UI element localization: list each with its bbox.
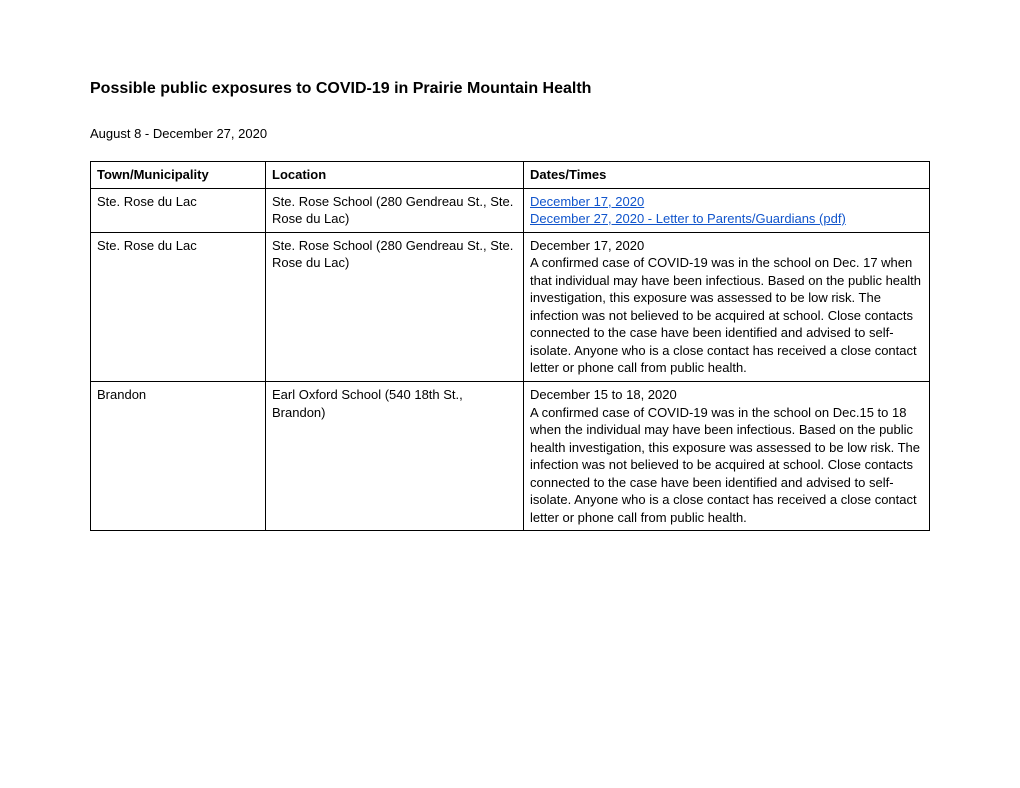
exposures-table: Town/Municipality Location Dates/Times S… (90, 161, 930, 531)
cell-location: Earl Oxford School (540 18th St., Brando… (266, 382, 524, 531)
page-title: Possible public exposures to COVID-19 in… (90, 80, 930, 98)
exposure-date: December 15 to 18, 2020 (530, 386, 923, 404)
header-location: Location (266, 162, 524, 189)
cell-dates: December 17, 2020 A confirmed case of CO… (524, 232, 930, 381)
header-dates: Dates/Times (524, 162, 930, 189)
exposure-description: A confirmed case of COVID-19 was in the … (530, 405, 920, 525)
header-town: Town/Municipality (91, 162, 266, 189)
table-header-row: Town/Municipality Location Dates/Times (91, 162, 930, 189)
exposure-date-link[interactable]: December 17, 2020 (530, 193, 923, 211)
date-range: August 8 - December 27, 2020 (90, 126, 930, 141)
cell-dates: December 15 to 18, 2020 A confirmed case… (524, 382, 930, 531)
exposure-description: A confirmed case of COVID-19 was in the … (530, 255, 921, 375)
cell-town: Ste. Rose du Lac (91, 232, 266, 381)
cell-town: Brandon (91, 382, 266, 531)
cell-dates: December 17, 2020 December 27, 2020 - Le… (524, 188, 930, 232)
cell-town: Ste. Rose du Lac (91, 188, 266, 232)
table-row: Brandon Earl Oxford School (540 18th St.… (91, 382, 930, 531)
cell-location: Ste. Rose School (280 Gendreau St., Ste.… (266, 188, 524, 232)
exposure-date: December 17, 2020 (530, 237, 923, 255)
parent-letter-link[interactable]: December 27, 2020 - Letter to Parents/Gu… (530, 210, 923, 228)
cell-location: Ste. Rose School (280 Gendreau St., Ste.… (266, 232, 524, 381)
table-row: Ste. Rose du Lac Ste. Rose School (280 G… (91, 232, 930, 381)
table-row: Ste. Rose du Lac Ste. Rose School (280 G… (91, 188, 930, 232)
